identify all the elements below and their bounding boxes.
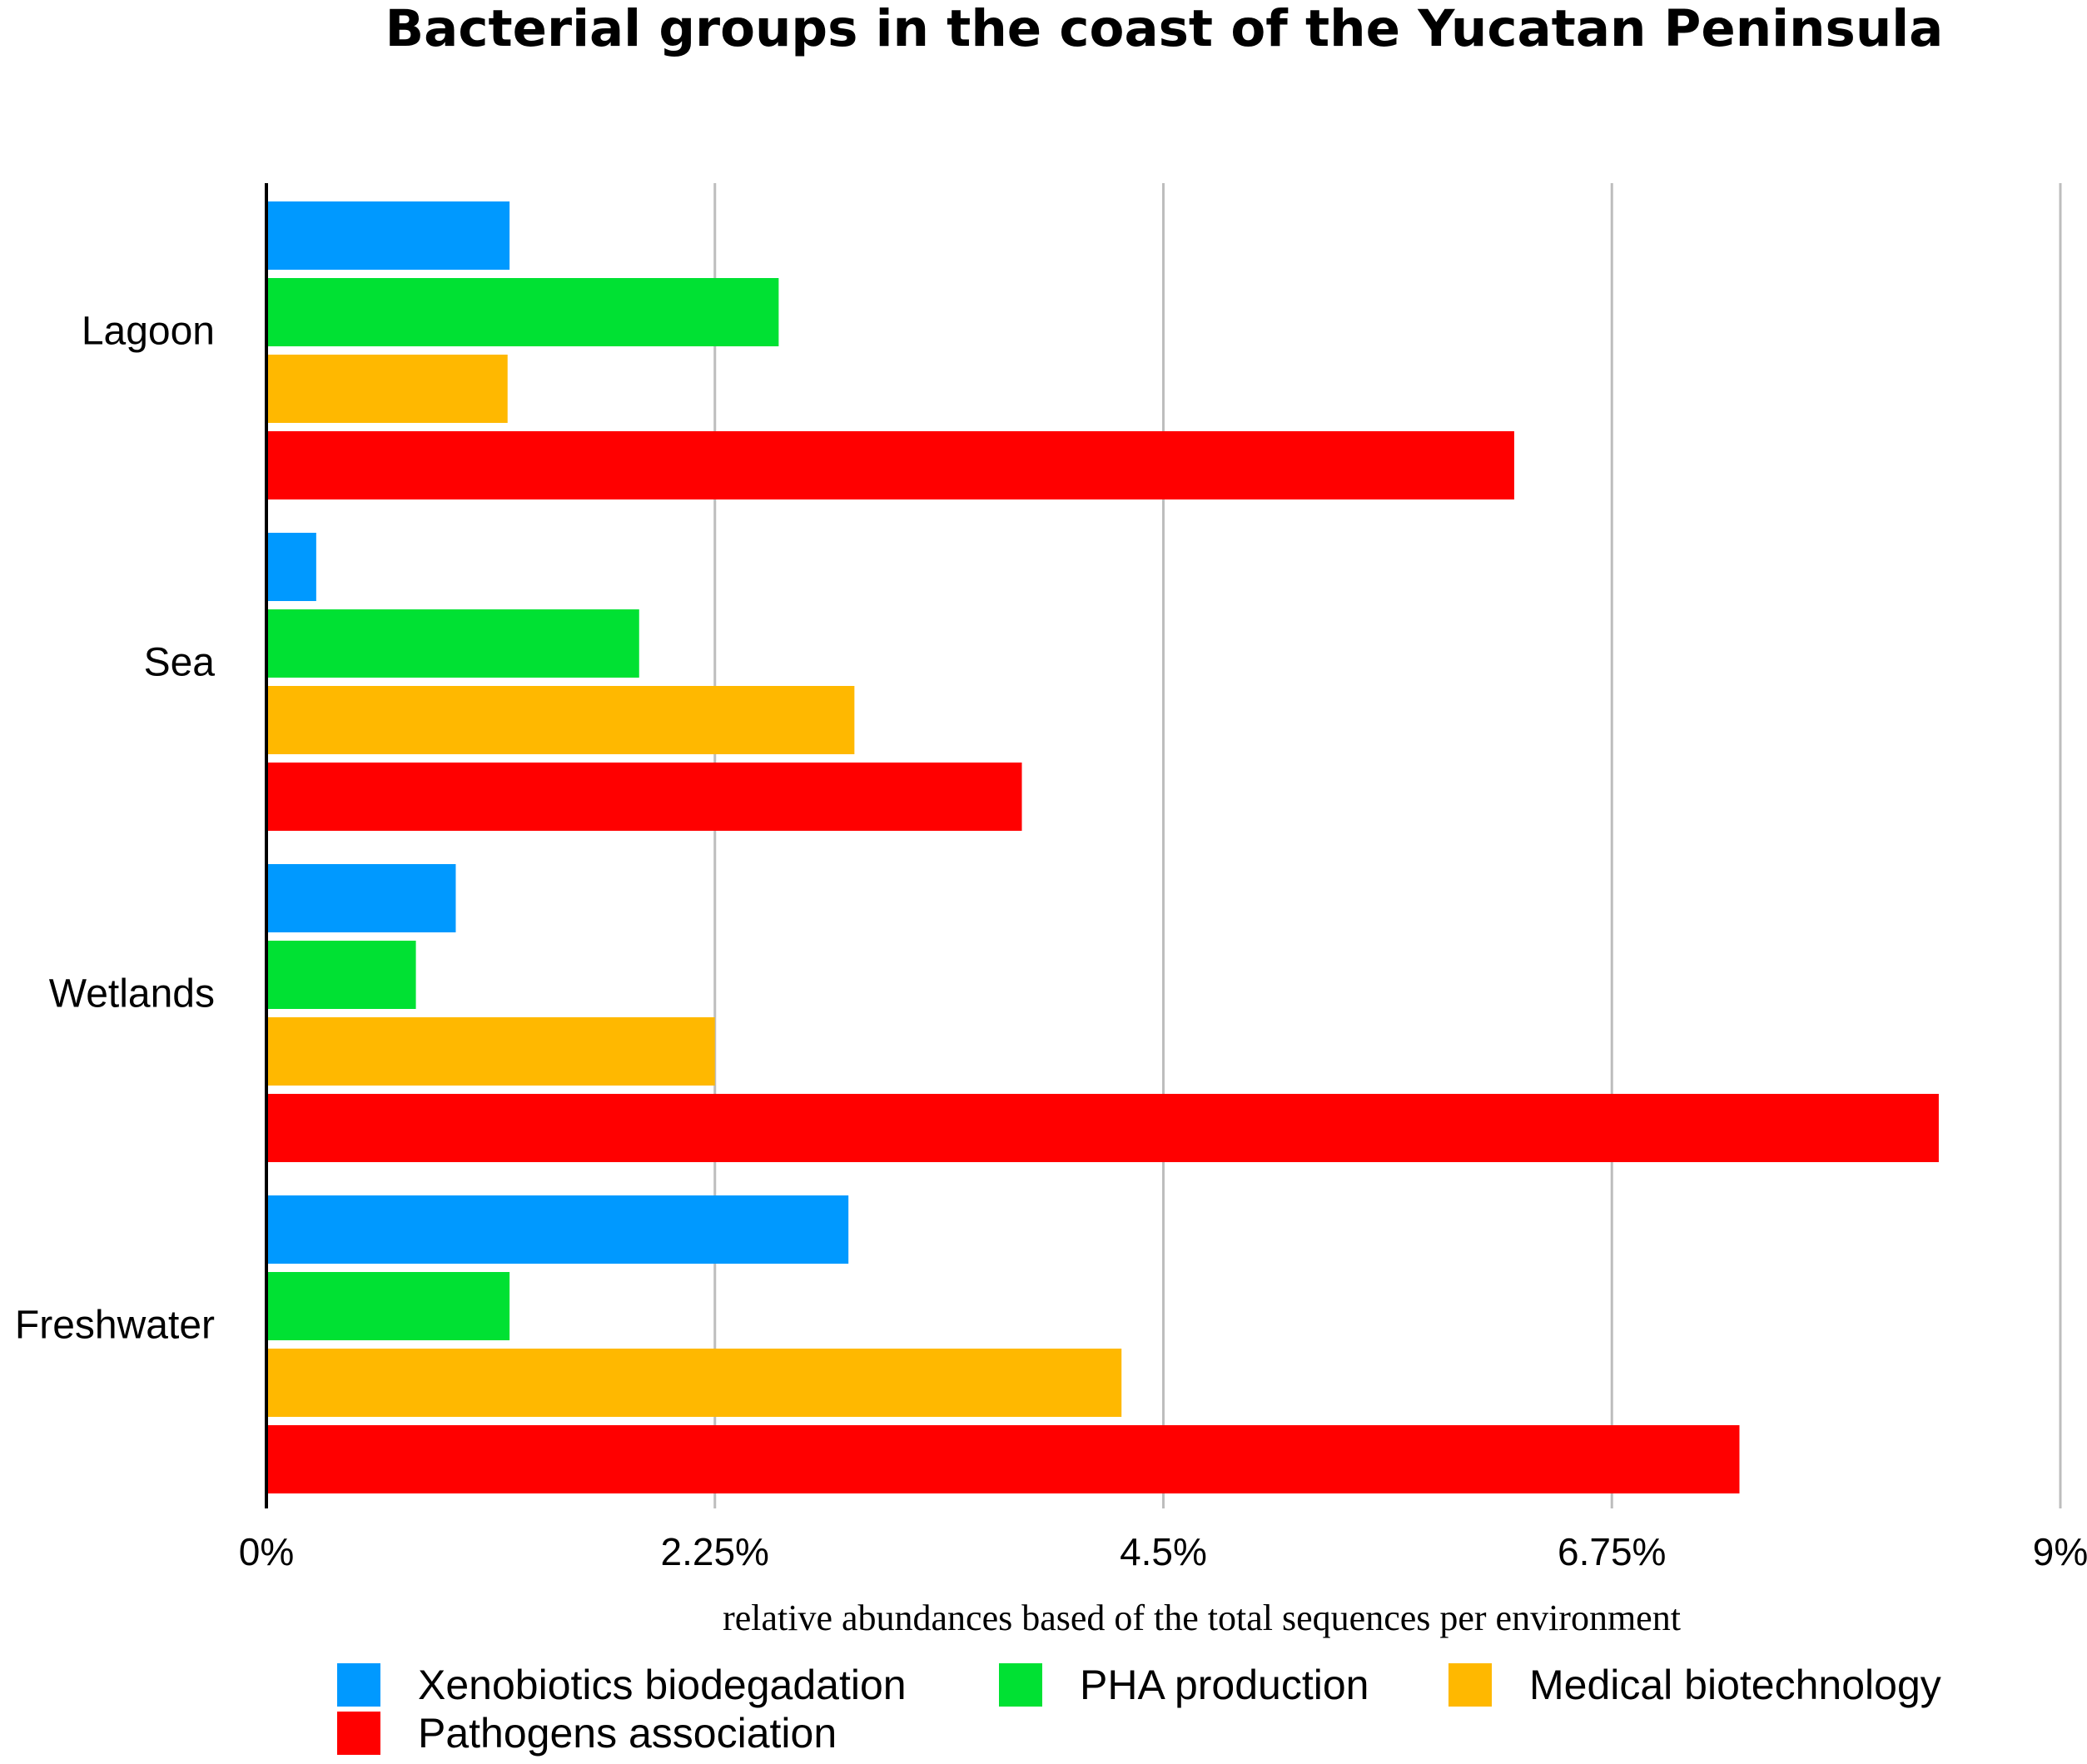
x-tick-label-1: 2.25% — [661, 1530, 769, 1573]
x-axis-label: relative abundances based of the total s… — [723, 1598, 1681, 1638]
bar-sea-3 — [266, 763, 1022, 831]
chart-title: Bacterial groups in the coast of the Yuc… — [385, 0, 1944, 58]
x-tick-label-0: 0% — [239, 1530, 294, 1573]
legend-swatch-2 — [1448, 1663, 1492, 1707]
legend-label-0: Xenobiotics biodegadation — [418, 1662, 907, 1708]
legend-label-2: Medical biotechnology — [1529, 1662, 1941, 1708]
legend-item-1: PHA production — [999, 1661, 1369, 1709]
bar-freshwater-0 — [266, 1195, 849, 1264]
bar-freshwater-3 — [266, 1425, 1740, 1493]
bar-freshwater-1 — [266, 1272, 510, 1340]
x-tick-label-4: 9% — [2033, 1530, 2087, 1573]
category-label-freshwater: Freshwater — [15, 1304, 215, 1348]
category-label-lagoon: Lagoon — [82, 310, 215, 354]
bar-sea-2 — [266, 686, 855, 754]
bar-lagoon-0 — [266, 201, 510, 270]
x-tick-label-2: 4.5% — [1120, 1530, 1207, 1573]
legend-item-3: Pathogens association — [337, 1709, 837, 1757]
legend-swatch-0 — [337, 1663, 380, 1707]
legend-label-3: Pathogens association — [418, 1710, 837, 1757]
bar-lagoon-2 — [266, 355, 508, 423]
bar-lagoon-3 — [266, 431, 1514, 499]
category-label-sea: Sea — [144, 641, 216, 685]
bar-freshwater-2 — [266, 1349, 1122, 1417]
bar-wetlands-1 — [266, 941, 416, 1009]
bar-wetlands-2 — [266, 1017, 715, 1086]
bar-wetlands-0 — [266, 864, 456, 932]
legend-item-2: Medical biotechnology — [1448, 1661, 1941, 1709]
bar-wetlands-3 — [266, 1094, 1939, 1162]
x-tick-label-3: 6.75% — [1558, 1530, 1666, 1573]
legend-swatch-3 — [337, 1712, 380, 1755]
bar-lagoon-1 — [266, 278, 779, 346]
legend-swatch-1 — [999, 1663, 1042, 1707]
legend-item-0: Xenobiotics biodegadation — [337, 1661, 907, 1709]
bar-sea-1 — [266, 609, 639, 678]
legend-label-1: PHA production — [1080, 1662, 1369, 1708]
category-label-wetlands: Wetlands — [49, 972, 215, 1016]
bar-sea-0 — [266, 533, 316, 601]
